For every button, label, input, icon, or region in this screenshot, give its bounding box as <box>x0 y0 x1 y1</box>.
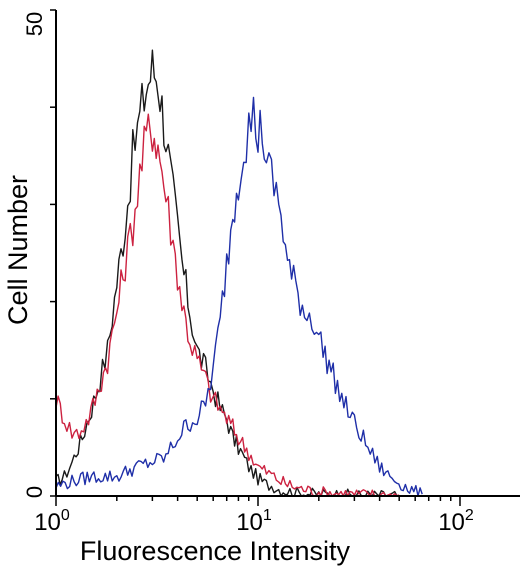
y-tick-label: 0 <box>22 486 47 498</box>
histogram-series-line <box>56 113 400 496</box>
x-axis-title: Fluorescence Intensity <box>80 536 351 566</box>
x-tick-label: 101 <box>236 507 272 536</box>
tick-labels: 0 50 100 101 102 <box>22 12 474 536</box>
axes <box>50 9 520 506</box>
y-axis-title: Cell Number <box>3 175 33 325</box>
histogram-series-line <box>56 49 400 496</box>
y-tick-label: 50 <box>22 12 47 36</box>
x-tick-label: 100 <box>34 507 70 536</box>
x-tick-label: 102 <box>438 507 474 536</box>
histogram-series-line <box>56 96 423 496</box>
series-layer <box>56 49 423 496</box>
